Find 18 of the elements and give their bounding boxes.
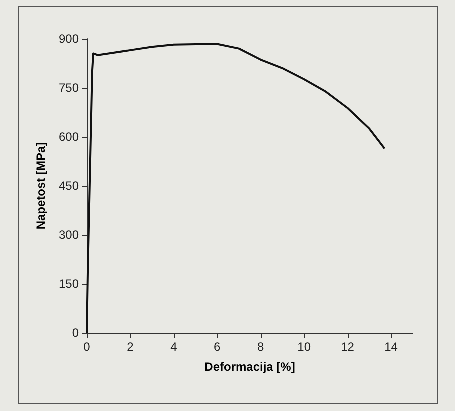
line-series [86,43,386,334]
x-tick-label: 12 [341,340,355,354]
y-axis-title: Napetost [MPa] [34,142,48,230]
y-tick-label: 750 [58,81,80,95]
x-tick-label: 10 [298,340,312,354]
x-axis-title: Deformacija [%] [204,360,296,374]
x-tick-label: 6 [214,340,222,354]
x-tick-label: 4 [170,340,178,354]
x-tick-label: 14 [384,340,398,354]
x-tick-label: 0 [84,340,91,354]
y-tick-label: 150 [58,277,80,291]
y-tick-label: 450 [58,179,80,193]
x-tick-label: 8 [258,340,265,354]
y-tick-label: 300 [58,228,80,242]
x-tick-label: 2 [127,340,134,354]
y-tick-label: 0 [72,326,80,340]
y-tick-label: 600 [58,130,80,144]
y-tick-label: 900 [58,32,80,46]
